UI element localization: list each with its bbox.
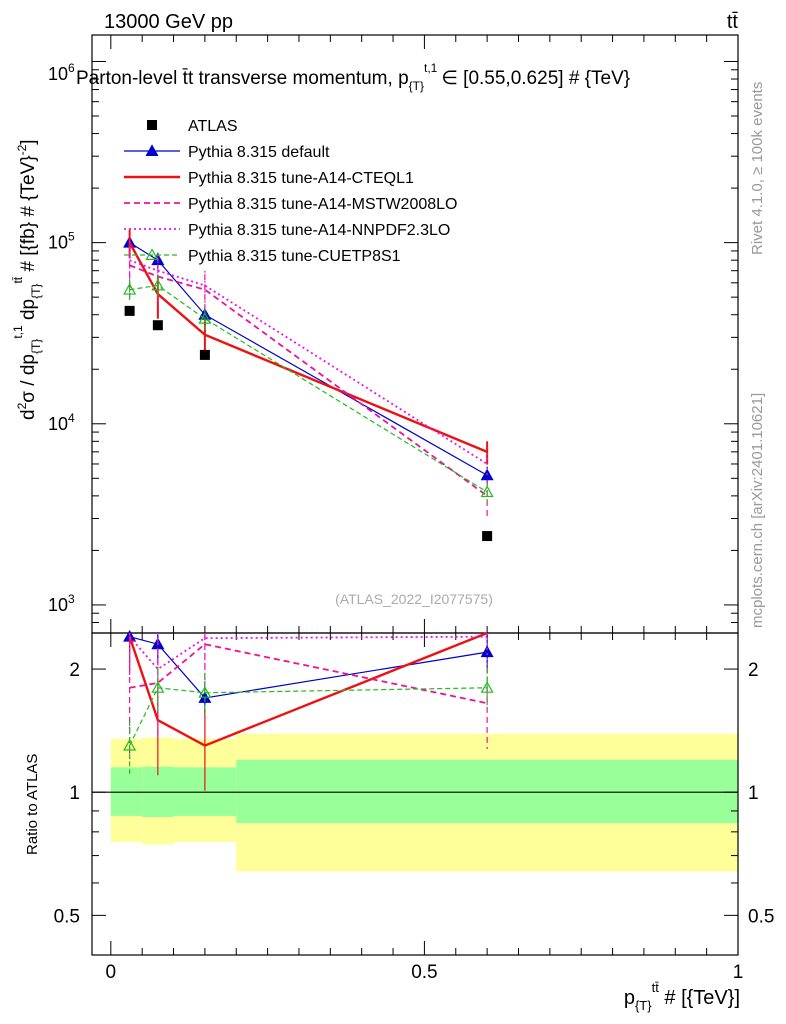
ratio-line-0 [129, 636, 488, 699]
series-line-2 [129, 264, 488, 497]
ratio-series-layer [123, 629, 494, 791]
atlas-data-point [199, 349, 210, 360]
series-marker-4 [480, 485, 494, 498]
ratio-y-tick-label-left: 1 [69, 783, 80, 804]
main-y-axis-label: d2σ / dp{T}t,1 dp{T}tt̄ # [{fb} # {TeV}-… [11, 139, 43, 420]
mcplots-label: mcplots.cern.ch [arXiv:2401.10621] [749, 393, 766, 628]
legend: ATLAS Pythia 8.315 default Pythia 8.315 tu… [124, 118, 457, 265]
ratio-marker-4 [198, 686, 212, 698]
rivet-version-label: Rivet 4.1.0, ≥ 100k events [749, 82, 766, 255]
x-tick-label: 0 [106, 962, 117, 983]
legend-label: Pythia 8.315 tune-CUETP8S1 [188, 248, 401, 265]
legend-label: Pythia 8.315 default [188, 144, 330, 161]
series-marker-4 [123, 282, 137, 295]
legend-entry: Pythia 8.315 tune-A14-NNPDF2.3LO [124, 222, 450, 239]
overlapping-tick-label: 106 [48, 61, 75, 84]
atlas-data-point [152, 320, 163, 331]
series-marker-4 [198, 312, 212, 324]
x-tick-label: 1 [733, 962, 744, 983]
legend-entry: Pythia 8.315 tune-CUETP8S1 [124, 248, 401, 265]
ratio-line-1 [128, 631, 488, 747]
x-tick-label: 0.5 [411, 962, 437, 983]
legend-entry: Pythia 8.315 tune-A14-MSTW2008LO [124, 196, 457, 213]
legend-entry: Pythia 8.315 default [124, 144, 330, 161]
legend-marker [145, 144, 159, 156]
ratio-marker-0 [480, 645, 494, 658]
x-axis-label: p{T}tt̄ # [{TeV}] [624, 980, 740, 1013]
process-label: tt̄ [727, 11, 739, 33]
main-y-tick-label: 103 [48, 592, 75, 615]
energy-label: 13000 GeV pp [104, 11, 233, 33]
main-y-tick-label: 105 [48, 230, 75, 253]
legend-marker [145, 248, 159, 260]
legend-label: Pythia 8.315 tune-A14-MSTW2008LO [188, 196, 457, 213]
series-line-4 [129, 284, 488, 493]
ratio-line-3 [128, 635, 488, 671]
atlas-data-point [482, 531, 493, 542]
ratio-marker-4 [151, 681, 165, 693]
legend-label: ATLAS [188, 118, 238, 135]
series-line-3 [129, 259, 488, 465]
ratio-plot-frame [91, 632, 739, 956]
plot-title: Parton-level t̄t transverse momentum, p{… [76, 61, 630, 93]
ratio-axis-ticks: 0.5 0.5 1 1 2 2 0 0.5 1 [54, 633, 774, 983]
legend-symbol-atlas [147, 120, 157, 130]
band-green-3 [236, 759, 738, 824]
legend-label: Pythia 8.315 tune-A14-CTEQL1 [188, 170, 414, 187]
ratio-line-4 [129, 687, 488, 746]
ratio-line-2 [129, 643, 488, 705]
ratio-y-tick-label-right: 2 [748, 660, 759, 681]
ratio-y-axis-label: Ratio to ATLAS [24, 754, 41, 855]
legend-entry: ATLAS [147, 118, 238, 135]
main-axis-ticks: 103 104 105 [48, 35, 739, 634]
main-y-tick-label: 104 [48, 411, 75, 434]
ratio-marker-4 [123, 738, 137, 751]
legend-entry: Pythia 8.315 tune-A14-CTEQL1 [124, 170, 414, 187]
ratio-y-tick-label-right: 0.5 [748, 906, 774, 927]
series-marker-4 [151, 278, 165, 291]
ratio-y-tick-label-left: 2 [69, 660, 80, 681]
analysis-watermark: (ATLAS_2022_I2077575) [335, 591, 493, 607]
atlas-data-points [124, 305, 493, 542]
ratio-y-tick-label-left: 0.5 [54, 906, 80, 927]
ratio-marker-4 [480, 681, 494, 693]
ratio-y-tick-label-right: 1 [748, 783, 759, 804]
atlas-data-point [124, 305, 135, 316]
main-series-layer [123, 229, 494, 516]
legend-label: Pythia 8.315 tune-A14-NNPDF2.3LO [188, 222, 450, 239]
series-line-0 [129, 242, 488, 476]
